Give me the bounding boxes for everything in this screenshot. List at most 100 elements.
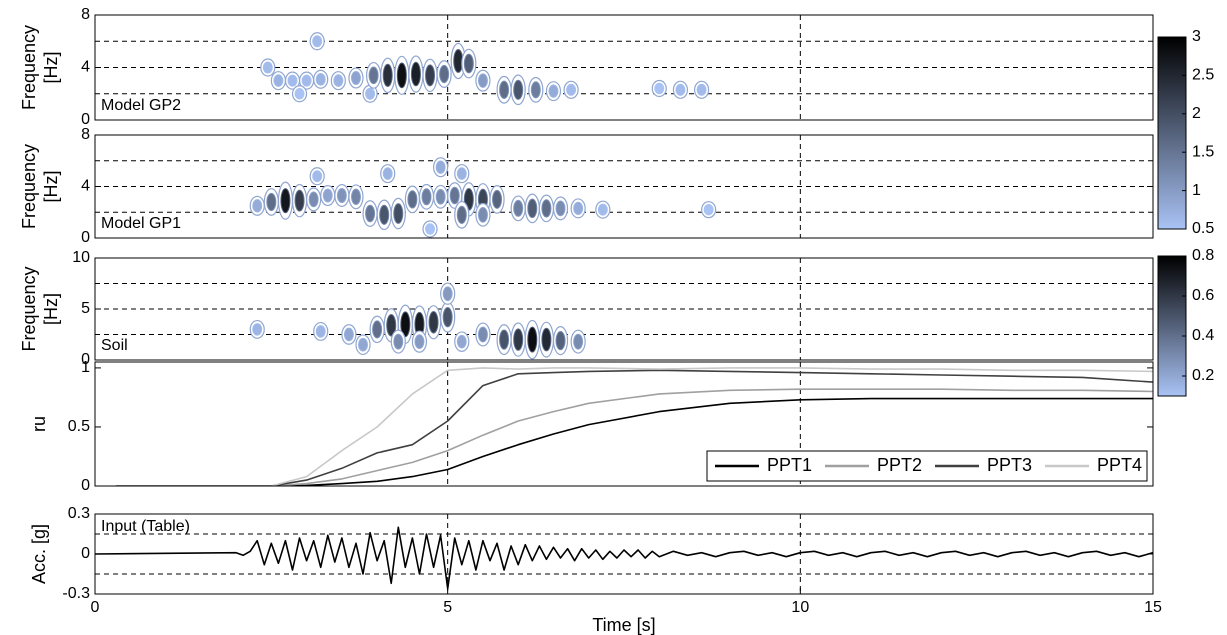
axes-frame xyxy=(94,361,1154,487)
contour-inner xyxy=(336,187,347,204)
y-axis-label: Acc. [g] xyxy=(29,524,49,584)
contour-inner xyxy=(294,88,305,100)
contour-blob xyxy=(380,164,396,184)
contour-blob xyxy=(545,81,562,102)
contour-inner xyxy=(442,307,453,328)
contour-inner xyxy=(513,328,524,351)
y-tick-label: 0 xyxy=(81,351,90,368)
y-axis-label: [Hz] xyxy=(41,51,61,83)
y-tick-label: 0 xyxy=(81,111,90,128)
contour-inner xyxy=(343,327,354,342)
contour-inner xyxy=(365,87,376,100)
x-tick-label: 10 xyxy=(791,599,809,616)
contour-inner xyxy=(435,160,446,174)
contour-blob xyxy=(380,57,396,94)
data-line xyxy=(116,369,1153,486)
contour-blob xyxy=(475,69,491,92)
contour-blob xyxy=(404,185,420,214)
contour-inner xyxy=(442,286,453,302)
contour-inner xyxy=(492,189,503,209)
contour-blob xyxy=(433,184,449,209)
contour-inner xyxy=(530,81,541,99)
contour-blob xyxy=(538,194,555,223)
colorbar-tick-label: 0.5 xyxy=(1192,220,1214,237)
contour-inner xyxy=(425,64,436,87)
axes-frame xyxy=(94,257,1154,361)
contour-inner xyxy=(527,198,538,219)
contour-blob xyxy=(552,326,569,356)
y-tick-label: 4 xyxy=(81,59,90,76)
contour-inner xyxy=(477,206,488,223)
contour-inner xyxy=(696,83,707,96)
contour-blob xyxy=(362,200,378,227)
contour-inner xyxy=(513,199,524,217)
contour-blob xyxy=(369,315,385,344)
contour-inner xyxy=(386,314,397,337)
contour-inner xyxy=(407,190,418,209)
contour-inner xyxy=(379,204,390,225)
contour-inner xyxy=(301,74,312,87)
contour-inner xyxy=(654,82,665,95)
contour-blob xyxy=(528,76,544,103)
contour-inner xyxy=(541,199,552,218)
x-tick-label: 15 xyxy=(1144,599,1162,616)
contour-inner xyxy=(513,79,524,100)
contour-inner xyxy=(414,334,425,350)
contour-blob xyxy=(411,330,428,353)
contour-inner xyxy=(280,188,291,214)
panel-label-bg xyxy=(99,337,130,355)
contour-blob xyxy=(249,195,265,216)
contour-inner xyxy=(555,200,566,217)
contour-blob xyxy=(320,184,336,207)
contour-blob xyxy=(418,183,435,210)
contour-blob xyxy=(299,71,315,90)
y-axis-label: ru xyxy=(29,416,49,432)
contour-blob xyxy=(496,324,512,356)
contour-blob xyxy=(341,324,357,345)
contour-blob xyxy=(260,58,276,77)
y-tick-label: 0 xyxy=(81,477,90,494)
y-axis-label: Frequency xyxy=(19,266,39,351)
legend-label: PPT1 xyxy=(767,455,812,475)
contour-inner xyxy=(675,83,686,96)
panel-label-bg xyxy=(99,97,184,115)
contour-blob xyxy=(263,188,279,216)
contour-blob xyxy=(538,321,555,358)
contour-blob xyxy=(291,183,308,218)
contour-inner xyxy=(456,167,467,180)
contour-inner xyxy=(425,223,436,235)
colorbar-tick-label: 2.5 xyxy=(1192,67,1214,84)
colorbar-tick-label: 0.2 xyxy=(1192,367,1214,384)
contour-inner xyxy=(266,192,277,212)
contour-blob xyxy=(249,319,265,339)
contour-blob xyxy=(595,200,611,219)
contour-inner xyxy=(287,74,298,87)
contour-blob xyxy=(313,69,329,89)
y-axis-label: Frequency xyxy=(19,25,39,110)
contour-inner xyxy=(252,323,263,336)
contour-inner xyxy=(382,167,393,180)
contour-blob xyxy=(524,319,540,360)
contour-inner xyxy=(308,191,319,208)
plot-area xyxy=(95,258,1153,360)
contour-blob xyxy=(701,201,717,219)
panel-label: Input (Table) xyxy=(101,518,190,535)
y-tick-label: 1 xyxy=(81,359,90,376)
contour-blob xyxy=(277,181,294,220)
x-axis-label: Time [s] xyxy=(592,615,655,635)
contour-inner xyxy=(463,53,474,74)
y-tick-label: 8 xyxy=(81,6,90,23)
contour-blob xyxy=(348,67,364,89)
legend-label: PPT4 xyxy=(1097,455,1142,475)
contour-inner xyxy=(322,188,333,203)
y-axis-label: Frequency xyxy=(19,144,39,229)
y-tick-label: -0.3 xyxy=(62,585,90,602)
axes-frame xyxy=(94,513,1154,595)
y-tick-label: 0.3 xyxy=(68,505,90,522)
y-tick-label: 4 xyxy=(81,178,90,195)
contour-blob xyxy=(422,220,438,238)
contour-blob xyxy=(408,55,424,93)
contour-inner xyxy=(262,61,273,74)
contour-inner xyxy=(573,201,584,216)
